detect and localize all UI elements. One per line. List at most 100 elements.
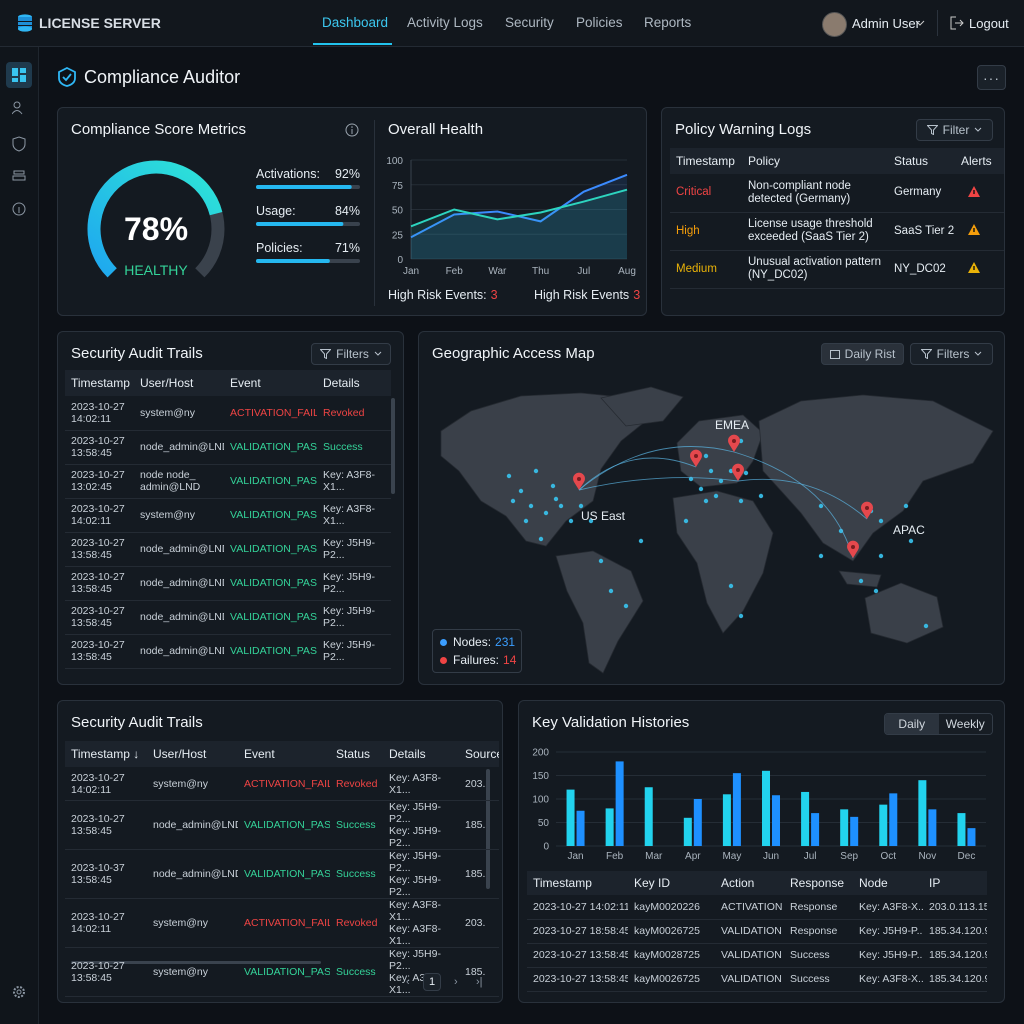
table-cell: 185. bbox=[459, 800, 499, 850]
table-cell: Success bbox=[784, 967, 853, 992]
title-icon bbox=[58, 67, 76, 87]
legend-item: Failures: 14 bbox=[440, 653, 516, 667]
map-legend: Nodes: 231 Failures: 14 bbox=[432, 629, 522, 673]
node-dot bbox=[578, 503, 584, 509]
y-tick-label: 0 bbox=[397, 255, 403, 266]
icon-shape bbox=[374, 351, 382, 356]
nav-tab[interactable]: Policies bbox=[576, 15, 623, 30]
metric-label: Policies: bbox=[256, 241, 303, 255]
button-label: Daily Rist bbox=[844, 347, 896, 361]
pagination: ‹ 1 › ›| bbox=[398, 973, 498, 993]
more-button[interactable]: ··· bbox=[977, 65, 1006, 90]
node-dot bbox=[608, 588, 614, 594]
bar bbox=[722, 794, 731, 846]
column-header: Key ID bbox=[628, 871, 715, 895]
avatar[interactable] bbox=[822, 12, 847, 37]
node-dot bbox=[543, 510, 549, 516]
table-cell: 2023-10-27 13:58:45 bbox=[527, 943, 628, 968]
filter-button[interactable]: Filter bbox=[916, 119, 993, 141]
table-row: Critical Non-compliant node detected (Ger… bbox=[670, 174, 1004, 213]
toggle: Daily Weekly bbox=[884, 713, 993, 735]
settings-icon[interactable] bbox=[12, 985, 26, 999]
node-dot bbox=[708, 468, 714, 474]
logout[interactable]: Logout bbox=[969, 16, 1009, 31]
column-header: User/Host bbox=[134, 370, 224, 396]
icon-shape bbox=[829, 350, 840, 359]
x-tick-label: Feb bbox=[606, 851, 624, 862]
table-cell: ACTIVATION_FAIL bbox=[224, 396, 317, 431]
header-row: Timestamp Key ID Action Response Node IP bbox=[527, 871, 987, 895]
table-cell: system@ny bbox=[147, 996, 238, 1002]
y-tick-label: 100 bbox=[386, 156, 403, 167]
table-cell: system@ny bbox=[147, 947, 238, 997]
table-cell: Key: J5H9-P2... Key: J5H9-P2... bbox=[383, 849, 459, 899]
table-cell: system@ny bbox=[134, 396, 224, 431]
table-cell: Revoked bbox=[317, 396, 391, 431]
node-dot bbox=[738, 613, 744, 619]
filter-button[interactable]: Filters bbox=[910, 343, 993, 365]
toggle-option[interactable]: Weekly bbox=[938, 714, 992, 734]
table-cell: VALIDATION_PASS bbox=[224, 464, 317, 499]
table-cell: 2023-10-27 13:02:45 bbox=[65, 464, 134, 499]
table-cell: VALIDATION_PASS bbox=[238, 947, 330, 997]
route-arc bbox=[733, 451, 854, 559]
sidebar-icons[interactable] bbox=[12, 101, 26, 231]
alert-icon bbox=[968, 262, 980, 273]
key-panel: Key Validation Histories Daily Weekly 0 50 1… bbox=[518, 700, 1005, 1003]
toggle-option[interactable]: Daily bbox=[885, 714, 939, 734]
bar bbox=[967, 828, 976, 846]
table-cell: node_admin@LND bbox=[134, 430, 224, 465]
node-dot bbox=[506, 473, 512, 479]
alert-icon bbox=[968, 185, 980, 197]
filter-button[interactable]: Filters bbox=[311, 343, 391, 365]
table-cell: Key: J5H9-P2... bbox=[317, 600, 391, 635]
node-dot bbox=[703, 453, 709, 459]
node-dot bbox=[558, 503, 564, 509]
table-cell: License usage threshold exceeded (SaaS T… bbox=[742, 212, 888, 251]
table-head: Timestamp Policy Status Alerts bbox=[670, 148, 1004, 174]
node-dot bbox=[550, 483, 556, 489]
table-cell: Key: J5H9-P2... bbox=[383, 996, 459, 1002]
nav-tab[interactable]: Dashboard bbox=[322, 15, 389, 30]
nav-dashboard-active[interactable] bbox=[6, 62, 32, 88]
node-dot bbox=[713, 493, 719, 499]
info-icon[interactable] bbox=[345, 123, 359, 137]
last-page[interactable]: ›| bbox=[476, 976, 483, 988]
table-cell: VALIDATION_PASS bbox=[238, 849, 330, 899]
scrollbar[interactable] bbox=[391, 398, 395, 494]
range-button[interactable]: Daily Rist bbox=[821, 343, 904, 365]
alert-cell bbox=[955, 174, 1004, 213]
x-tick-label: Feb bbox=[446, 266, 464, 277]
chevron bbox=[374, 351, 382, 356]
table-cell: Success bbox=[330, 849, 383, 899]
pin-hole bbox=[732, 439, 736, 443]
prev-page[interactable]: ‹ bbox=[406, 976, 410, 988]
nav-tab[interactable]: Security bbox=[505, 15, 554, 30]
node-dot bbox=[538, 536, 544, 542]
table-cell: VALIDATION_PASS bbox=[224, 600, 317, 635]
failure-pin bbox=[573, 472, 586, 490]
area-fill bbox=[411, 189, 627, 259]
x-tick-label: Oct bbox=[880, 851, 896, 862]
active-tab-underline bbox=[313, 43, 392, 45]
nav-tab[interactable]: Reports bbox=[644, 15, 692, 30]
nav-tab[interactable]: Activity Logs bbox=[407, 15, 483, 30]
page-number[interactable]: 1 bbox=[423, 973, 441, 991]
stat: High Risk Events: 3 bbox=[388, 288, 498, 302]
table-cell: Response bbox=[784, 895, 853, 920]
column-header: Details bbox=[317, 370, 391, 396]
metric-value: 92% bbox=[335, 167, 360, 181]
pin-hole bbox=[736, 468, 740, 472]
table-row: 2023-10-27 13:58:45 node_admin@LND VALIDAT… bbox=[65, 800, 499, 850]
table-cell: Key: J5H9-P2... bbox=[317, 532, 391, 567]
user-name[interactable]: Admin User bbox=[852, 16, 920, 31]
node-dot bbox=[553, 496, 559, 502]
table-cell: 185.34.120.90 bbox=[923, 943, 987, 968]
x-tick-label: Jul bbox=[804, 851, 817, 862]
table-cell: 2023-10-27 13:58:45 bbox=[527, 967, 628, 992]
table-cell: Germany bbox=[888, 174, 955, 213]
next-page[interactable]: › bbox=[454, 976, 458, 988]
column-header: Node bbox=[853, 871, 923, 895]
x-tick-label: Sep bbox=[840, 851, 858, 862]
